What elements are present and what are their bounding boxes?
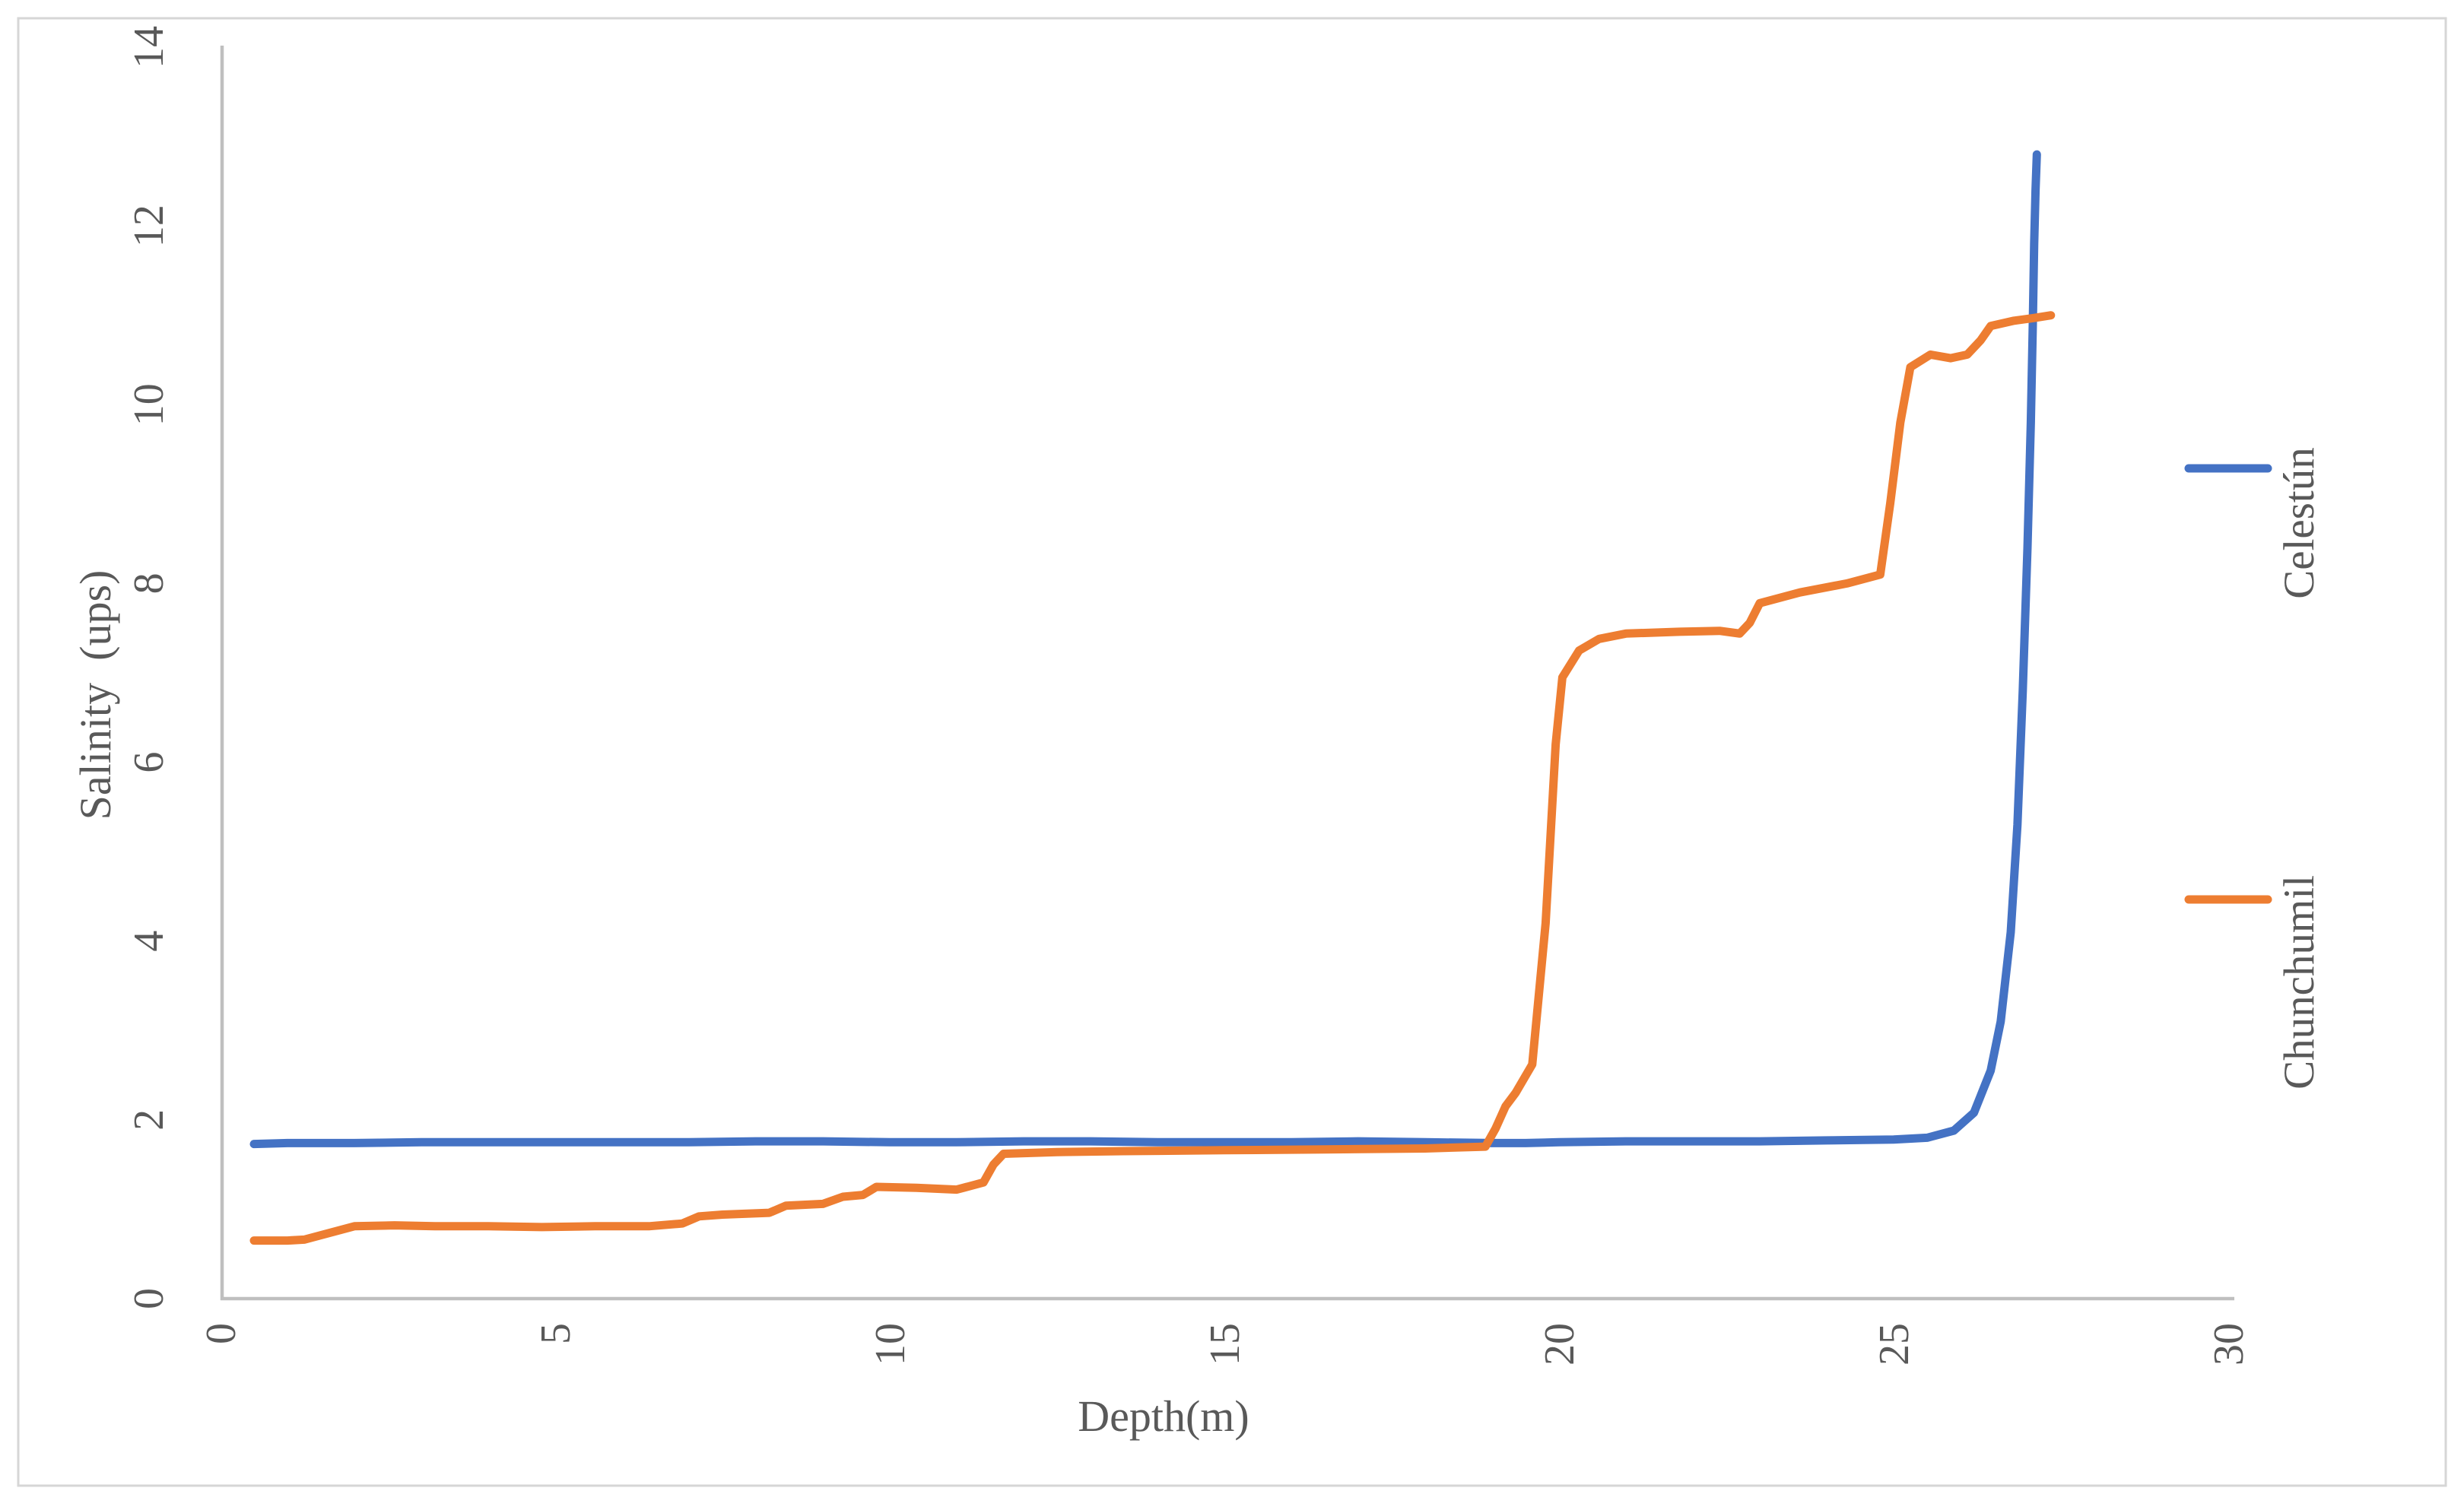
x-tick-label: 10	[867, 1323, 914, 1366]
x-tick-label: 30	[2205, 1323, 2253, 1366]
plot-series	[249, 150, 2056, 1245]
chart-frame	[17, 17, 2447, 1487]
x-tick-label: 5	[532, 1323, 579, 1344]
y-tick-label: 12	[125, 205, 173, 247]
x-tick-label: 20	[1536, 1323, 1583, 1366]
series-line-chunchumil	[249, 311, 2056, 1245]
y-tick-label: 8	[125, 573, 173, 594]
y-axis-title: Salinity (ups)	[71, 570, 120, 820]
y-tick-label: 6	[125, 752, 173, 773]
legend: Celestún Chunchumil	[2184, 447, 2323, 1090]
y-tick-label: 4	[125, 931, 173, 952]
legend-label-chunchumil: Chunchumil	[2275, 875, 2323, 1090]
y-tick-label: 10	[125, 383, 173, 426]
x-axis-title: Depth(m)	[1078, 1391, 1249, 1441]
legend-item-celestun: Celestún	[2184, 447, 2323, 599]
series-line-celestun	[249, 150, 2041, 1149]
legend-label-celestun: Celestún	[2275, 447, 2323, 598]
y-tick-label: 14	[125, 26, 173, 68]
y-tick-label: 0	[125, 1288, 173, 1309]
x-axis-tick-labels: 0 5 10 15 20 25 30	[198, 1323, 2253, 1366]
y-tick-label: 2	[125, 1109, 173, 1131]
x-tick-label: 0	[198, 1323, 245, 1344]
legend-item-chunchumil: Chunchumil	[2184, 875, 2323, 1090]
y-axis-tick-labels: 0 2 4 6 8 10 12 14	[125, 26, 173, 1309]
x-tick-label: 25	[1871, 1323, 1918, 1366]
x-tick-label: 15	[1202, 1323, 1249, 1366]
